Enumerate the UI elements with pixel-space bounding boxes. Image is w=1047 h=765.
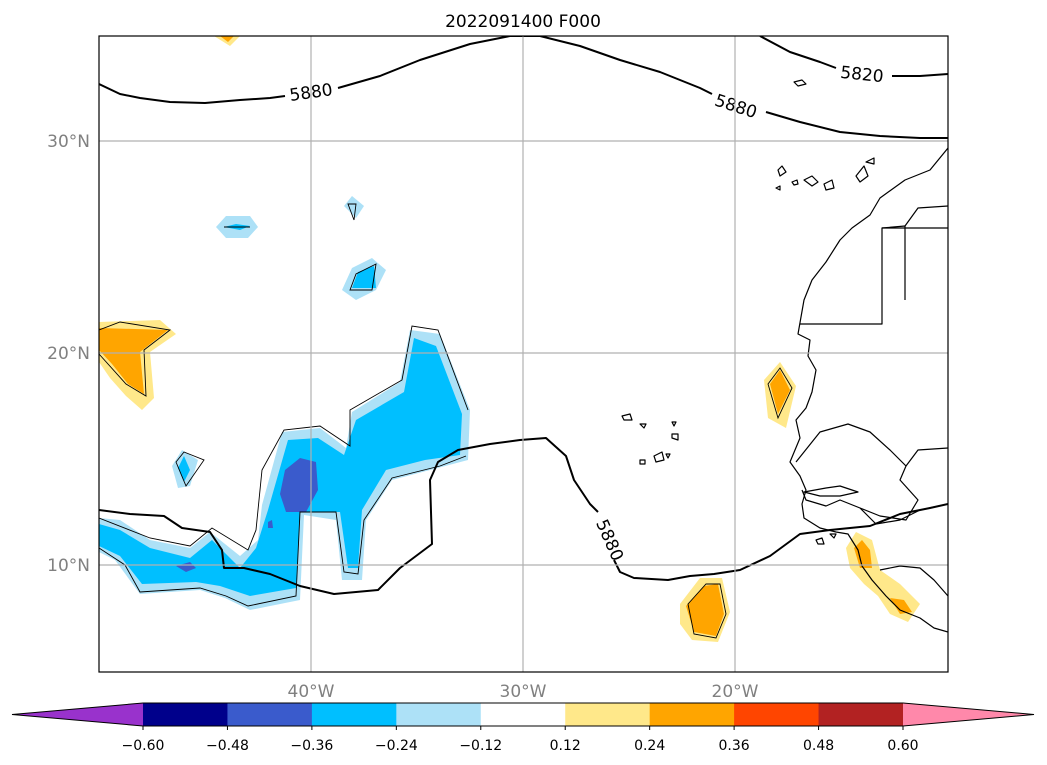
band-edge-lower [99, 455, 467, 607]
cape-verde-6 [653, 451, 665, 463]
positive-edge-18n [767, 367, 793, 420]
lon-label: 20°W [712, 682, 759, 702]
gridlines [99, 36, 948, 672]
lat-label: 30°N [47, 132, 90, 152]
negative-edge-27n [347, 203, 357, 221]
morocco-border [904, 205, 948, 227]
canary-island-6 [865, 157, 875, 165]
positive-patch-guinea-core [854, 540, 912, 614]
positive-edge-21n [99, 321, 172, 397]
colorbar-segment [649, 703, 735, 726]
colorbar-segment [396, 703, 482, 726]
canary-island-5 [855, 165, 869, 183]
colorbar-tick-label: −0.24 [375, 738, 418, 754]
strong-negative-anomaly [280, 458, 318, 512]
geopotential-contours [99, 36, 948, 595]
anomaly-fill [99, 36, 920, 642]
colorbar-tick-label: −0.48 [206, 738, 249, 754]
madeira [793, 79, 807, 87]
colorbar-tick-label: −0.36 [290, 738, 333, 754]
anomaly-edges [99, 203, 793, 639]
contour-5820 [759, 36, 948, 77]
cape-verde-4 [671, 433, 679, 441]
map-panel: 5880 5880 5880 5820 [98, 35, 949, 673]
contour-label: 5820 [839, 63, 884, 87]
lat-label: 20°N [47, 344, 90, 364]
positive-patch-8n-core [686, 584, 724, 636]
canary-island-2 [791, 179, 799, 186]
map-frame [98, 35, 949, 673]
contour-5880-south [99, 437, 948, 595]
canary-island-1 [777, 165, 787, 177]
colorbar-tick-label: −0.12 [459, 738, 502, 754]
cape-verde-1 [621, 413, 633, 421]
gambia [803, 485, 859, 497]
western-sahara-border [800, 227, 948, 325]
colorbar-tick-label: 0.36 [719, 738, 750, 754]
cape-verde-7 [665, 453, 671, 459]
bijagos-islands [815, 533, 837, 545]
colorbar-tick-label: 0.48 [803, 738, 834, 754]
colorbar-ticks [142, 726, 904, 730]
colorbar-tick-label: 0.24 [634, 738, 665, 754]
lon-labels: 40°W 30°W 20°W [288, 682, 759, 702]
colorbar-segment [818, 703, 904, 726]
colorbar-extend-low [12, 703, 143, 726]
positive-edge-8n [687, 583, 727, 639]
lon-label: 40°W [288, 682, 335, 702]
lat-label: 10°N [47, 556, 90, 576]
africa-coast [789, 147, 948, 633]
colorbar-segment [480, 703, 566, 726]
positive-patch-18n-core [770, 370, 790, 414]
canary-island-7 [775, 185, 781, 191]
lat-labels: 30°N 20°N 10°N [47, 132, 90, 576]
negative-patch-15n-core [178, 456, 190, 482]
lon-label: 30°W [500, 682, 547, 702]
colorbar-tick-label: 0.60 [887, 738, 918, 754]
colorbar-tick-label: 0.12 [550, 738, 581, 754]
colorbar: −0.60 −0.48 −0.36 −0.24 −0.12 0.12 0.24 0.36 0.4… [11, 702, 1035, 754]
colorbar-segment [143, 703, 228, 726]
negative-patch-24n-core [352, 266, 376, 288]
colorbar-extend-high [903, 703, 1034, 726]
coastlines [621, 79, 948, 633]
sierra-leone-border [879, 565, 948, 597]
mali-border [905, 447, 948, 467]
cape-verde-3 [671, 421, 677, 427]
cape-verde-2 [639, 423, 647, 429]
band-edge-upper [99, 325, 469, 551]
negative-edge-15n [175, 451, 205, 487]
senegal-border [795, 423, 919, 521]
colorbar-segment [734, 703, 820, 726]
strong-negative-anomaly-dot [268, 520, 273, 528]
negative-anomaly-core [99, 338, 462, 596]
negative-edge-24n [349, 263, 377, 291]
contour-5880-north [99, 36, 948, 139]
positive-patch-21n-core [99, 328, 168, 394]
positive-patch-top-core [220, 36, 234, 42]
canary-island-3 [803, 175, 819, 187]
canary-island-4 [823, 179, 835, 191]
map-title: 2022091400 F000 [445, 12, 601, 32]
colorbar-segments [11, 702, 1035, 727]
colorbar-segment [565, 703, 651, 726]
negative-patch-27n [344, 196, 364, 218]
colorbar-segment [227, 703, 313, 726]
colorbar-tick-label: −0.60 [122, 738, 165, 754]
colorbar-tick-labels: −0.60 −0.48 −0.36 −0.24 −0.12 0.12 0.24 0.36 0.4… [122, 738, 919, 754]
colorbar-segment [311, 703, 397, 726]
cape-verde-5 [639, 459, 646, 465]
